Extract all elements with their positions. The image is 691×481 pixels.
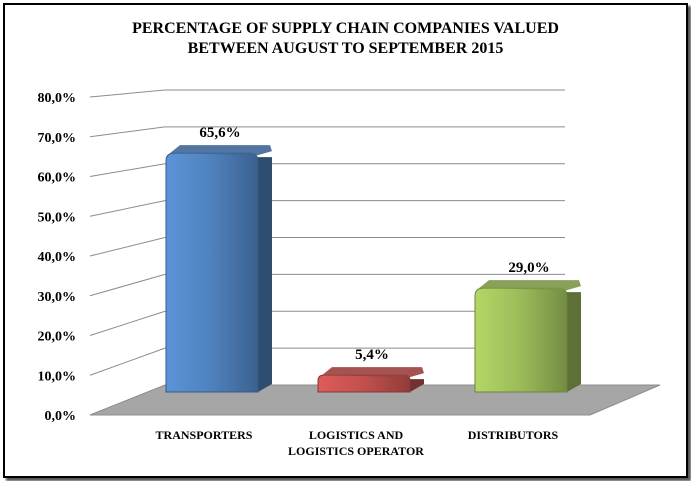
bar-side [258, 157, 272, 392]
wall-gridline-diagonal [89, 347, 166, 376]
data-label: 65,6% [199, 125, 240, 141]
wall-gridline-diagonal [89, 310, 166, 336]
y-tick-label: 0,0% [45, 409, 77, 424]
y-tick-label: 20,0% [38, 330, 77, 345]
chart-title-line-2: BETWEEN AUGUST TO SEPTEMBER 2015 [187, 40, 504, 57]
y-tick-label: 60,0% [38, 171, 77, 186]
x-tick-label: LOGISTICS AND [309, 428, 404, 442]
y-tick-label: 30,0% [38, 290, 77, 305]
bar [317, 374, 411, 393]
bar-top [322, 367, 424, 378]
wall-gridline-diagonal [89, 89, 166, 98]
x-tick-label: DISTRIBUTORS [468, 428, 559, 442]
bar-top [479, 280, 581, 291]
x-tick-label: TRANSPORTERS [156, 428, 253, 442]
y-tick-label: 50,0% [38, 210, 77, 225]
bar [165, 152, 259, 393]
data-label: 5,4% [355, 347, 389, 363]
y-tick-label: 70,0% [38, 131, 77, 146]
y-tick-label: 40,0% [38, 250, 77, 265]
y-tick-label: 10,0% [38, 369, 77, 384]
bar-side [410, 379, 424, 392]
wall-gridline-diagonal [89, 273, 166, 297]
wall-gridline-diagonal [89, 237, 166, 257]
bar [474, 287, 568, 393]
data-label: 29,0% [508, 260, 549, 276]
wall-gridline-diagonal [89, 200, 166, 217]
chart-title: PERCENTAGE OF SUPPLY CHAIN COMPANIES VAL… [0, 19, 691, 59]
wall-gridline-diagonal [89, 126, 166, 138]
x-tick-label: LOGISTICS OPERATOR [288, 444, 424, 458]
bar-top [170, 145, 272, 156]
bar-side [567, 292, 581, 392]
wall-gridline-diagonal [89, 163, 166, 177]
y-tick-label: 80,0% [38, 91, 77, 106]
chart-title-line-1: PERCENTAGE OF SUPPLY CHAIN COMPANIES VAL… [132, 20, 559, 37]
